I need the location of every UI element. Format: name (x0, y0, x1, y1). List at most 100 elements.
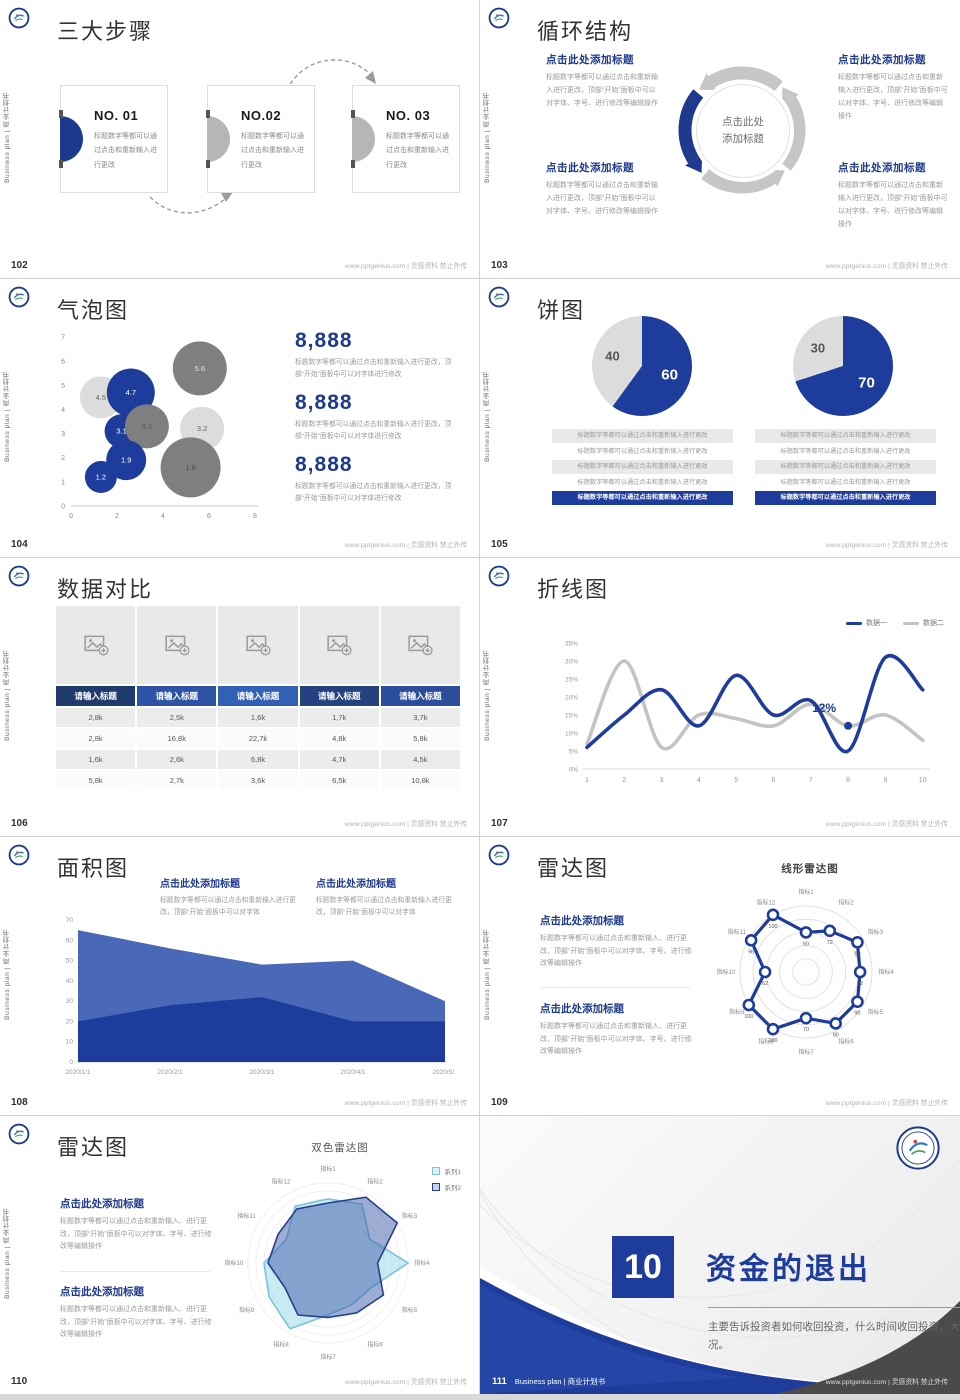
step-tab (59, 110, 63, 118)
block-heading: 点击此处添加标题 (60, 1198, 144, 1210)
bubble-point (106, 440, 147, 481)
step-body: 标题数字等都可以通过点击和重新输入进行更改 (241, 133, 304, 169)
table-column: 请输入标题 1,6k 22,7k 6,8k 3,6k (218, 606, 298, 790)
slide-area[interactable]: Business plan | 商业计划书 面积图 点击此处添加标题 标题数字等… (0, 837, 479, 1115)
svg-text:10%: 10% (565, 731, 578, 738)
svg-text:15%: 15% (565, 713, 578, 720)
table-header-cell: 请输入标题 (299, 686, 379, 706)
table-cell: 4,8k (299, 729, 379, 748)
slide-section[interactable]: 10 资金的退出 主要告诉投资者如何收回投资，什么时间收回投资，大约有多少回报率… (480, 1116, 960, 1394)
image-placeholder-cell[interactable] (137, 606, 217, 684)
block-body: 标题数字等都可以通过点击和重新输入、进行更改，顶部“开始”面板中可以对字体、字号… (540, 1023, 692, 1056)
page-number: 106 (11, 818, 28, 829)
stat-value: 8,888 (295, 391, 353, 414)
radar-block-1: 点击此处添加标题 标题数字等都可以通过点击和重新输入、进行更改，顶部“开始”面板… (540, 913, 692, 971)
section-body: 主要告诉投资者如何收回投资，什么时间收回投资，大约有多少回报率等情况。 (708, 1321, 960, 1352)
svg-text:指标7: 指标7 (798, 1048, 814, 1056)
section-footer-left: 111 Business plan | 商业计划书 (492, 1376, 605, 1387)
brand-logo-icon (8, 1123, 30, 1145)
svg-text:指标5: 指标5 (868, 1008, 884, 1016)
table-cell: 1,6k (218, 708, 298, 727)
radar-point (766, 908, 780, 922)
block-body: 标题数字等都可以通过点击和重新输入进行更改，顶部“开始”面板中可以对字体、字号、… (838, 182, 948, 228)
legend-item-series1: 系列1 (432, 1166, 461, 1176)
svg-text:指标7: 指标7 (320, 1353, 336, 1361)
block-heading: 点击此处添加标题 (60, 1286, 144, 1298)
slide-radar-line[interactable]: Business plan | 商业计划书 雷达图 线形雷达图 点击此处添加标题… (480, 837, 960, 1115)
radar-chart-title: 线形雷达图 (781, 863, 839, 875)
section-title: 资金的退出 (706, 1253, 871, 1286)
slide-bubble[interactable]: Business plan | 商业计划书 气泡图 0 1 2 3 4 5 6 7 0 2 4 6 8 4… (0, 279, 479, 557)
pie-caption-row: 标题数字等都可以通过点击和重新输入进行更改 (780, 478, 911, 486)
svg-text:6: 6 (772, 777, 776, 784)
svg-text:指标6: 指标6 (367, 1340, 383, 1348)
step-number: NO.02 (241, 108, 282, 123)
svg-text:3.2: 3.2 (142, 422, 152, 431)
svg-text:5: 5 (61, 383, 65, 390)
pie-caption-row: 标题数字等都可以通过点击和重新输入进行更改 (755, 491, 936, 505)
block-body: 标题数字等都可以通过点击和重新输入进行更改，顶部“开始”面板中可以对字体、字号、… (546, 182, 658, 215)
svg-text:4.5: 4.5 (96, 393, 106, 402)
radar-two-chart-svg: 指标1 指标2 指标3 指标4 指标5 指标6 指标7 指标8 指标9 指标10 指标11 指标12 (225, 1165, 431, 1361)
step-body: 标题数字等都可以通过点击和重新输入进行更改 (94, 133, 157, 169)
slide-pie[interactable]: Business plan | 商业计划书 饼图 60 40 70 30 标题数字等… (480, 279, 960, 557)
cycle-block-1: 点击此处添加标题 标题数字等都可以通过点击和重新输入进行更改，顶部“开始”面板中… (546, 52, 660, 111)
bubble-point (172, 341, 227, 396)
page-number: 110 (11, 1376, 28, 1387)
table-cell: 1,6k (56, 750, 136, 769)
step-card-1[interactable]: NO. 01 标题数字等都可以通过点击和重新输入进行更改 (59, 85, 168, 193)
divider (60, 1271, 210, 1272)
slide-line[interactable]: Business plan | 商业计划书 折线图 数据一 数据二 0% 5% 10… (480, 558, 960, 836)
footer-site-text: www.pptgenius.com | 灵感资料 禁止外传 (344, 263, 467, 270)
section-number: 10 (612, 1236, 674, 1298)
step-card-2[interactable]: NO.02 标题数字等都可以通过点击和重新输入进行更改 (206, 85, 315, 193)
svg-text:100: 100 (744, 1014, 753, 1020)
svg-text:5%: 5% (569, 749, 579, 756)
cycle-block-2: 点击此处添加标题 标题数字等都可以通过点击和重新输入进行更改，顶部“开始”面板中… (546, 160, 660, 219)
image-placeholder-cell[interactable] (380, 606, 460, 684)
footer-site-text: www.pptgenius.com | 灵感资料 禁止外传 (825, 542, 948, 549)
svg-text:12%: 12% (812, 701, 836, 715)
bubble-point (84, 461, 117, 494)
image-placeholder-icon (246, 635, 271, 656)
svg-text:20: 20 (66, 1018, 74, 1025)
pie-slice-label: 70 (858, 374, 875, 392)
legend-item-series2: 系列2 (432, 1182, 461, 1192)
svg-text:0: 0 (61, 504, 65, 511)
slide-cycle[interactable]: Business plan | 商业计划书 循环结构 点击此处添加标题 标题数字… (480, 0, 960, 278)
image-placeholder-cell[interactable] (56, 606, 136, 684)
cycle-center-circle[interactable]: 点击此处 添加标题 (696, 84, 790, 178)
svg-text:指标10: 指标10 (225, 1259, 244, 1267)
slide-steps[interactable]: Business plan | 商业计划书 三大步骤 NO. 01 标题数字等都… (0, 0, 479, 278)
pie-caption-row: 标题数字等都可以通过点击和重新输入进行更改 (577, 478, 708, 486)
svg-text:7: 7 (61, 335, 65, 342)
svg-text:35%: 35% (565, 641, 578, 648)
bubble-stat-1: 8,888 标题数字等都可以通过点击和重新输入进行更改，顶部“开始”面板中可以对… (295, 329, 460, 381)
svg-text:30: 30 (66, 998, 74, 1005)
svg-text:0: 0 (69, 1059, 73, 1066)
cycle-block-3: 点击此处添加标题 标题数字等都可以通过点击和重新输入进行更改，顶部“开始”面板中… (838, 52, 948, 124)
brand-logo-icon (488, 7, 510, 29)
svg-text:1: 1 (61, 479, 65, 486)
table-cell: 6,5k (299, 771, 379, 790)
svg-text:50: 50 (66, 958, 74, 965)
svg-text:90: 90 (854, 951, 860, 957)
image-placeholder-cell[interactable] (218, 606, 298, 684)
svg-text:5.6: 5.6 (195, 364, 205, 373)
step-halfdisc-icon (207, 116, 230, 162)
block-heading: 点击此处添加标题 (838, 54, 926, 66)
slide-radar-two[interactable]: Business plan | 商业计划书 雷达图 双色雷达图 系列1 系列2 … (0, 1116, 479, 1394)
table-cell: 3,7k (380, 708, 460, 727)
svg-text:10: 10 (919, 777, 927, 784)
svg-text:2020/3/1: 2020/3/1 (249, 1069, 275, 1076)
slide-title: 气泡图 (57, 298, 130, 323)
slide-table[interactable]: Business plan | 商业计划书 数据对比 请输入标题 2,8k 2,8k… (0, 558, 479, 836)
legend-label: 系列1 (444, 1169, 461, 1176)
step-card-3[interactable]: NO. 03 标题数字等都可以通过点击和重新输入进行更改 (351, 85, 460, 193)
svg-text:指标8: 指标8 (273, 1340, 289, 1348)
cycle-arrows-svg (678, 66, 806, 194)
svg-text:3: 3 (660, 777, 664, 784)
steps-connector-arcs (149, 59, 376, 214)
image-placeholder-cell[interactable] (299, 606, 379, 684)
page-number: 103 (491, 260, 508, 271)
